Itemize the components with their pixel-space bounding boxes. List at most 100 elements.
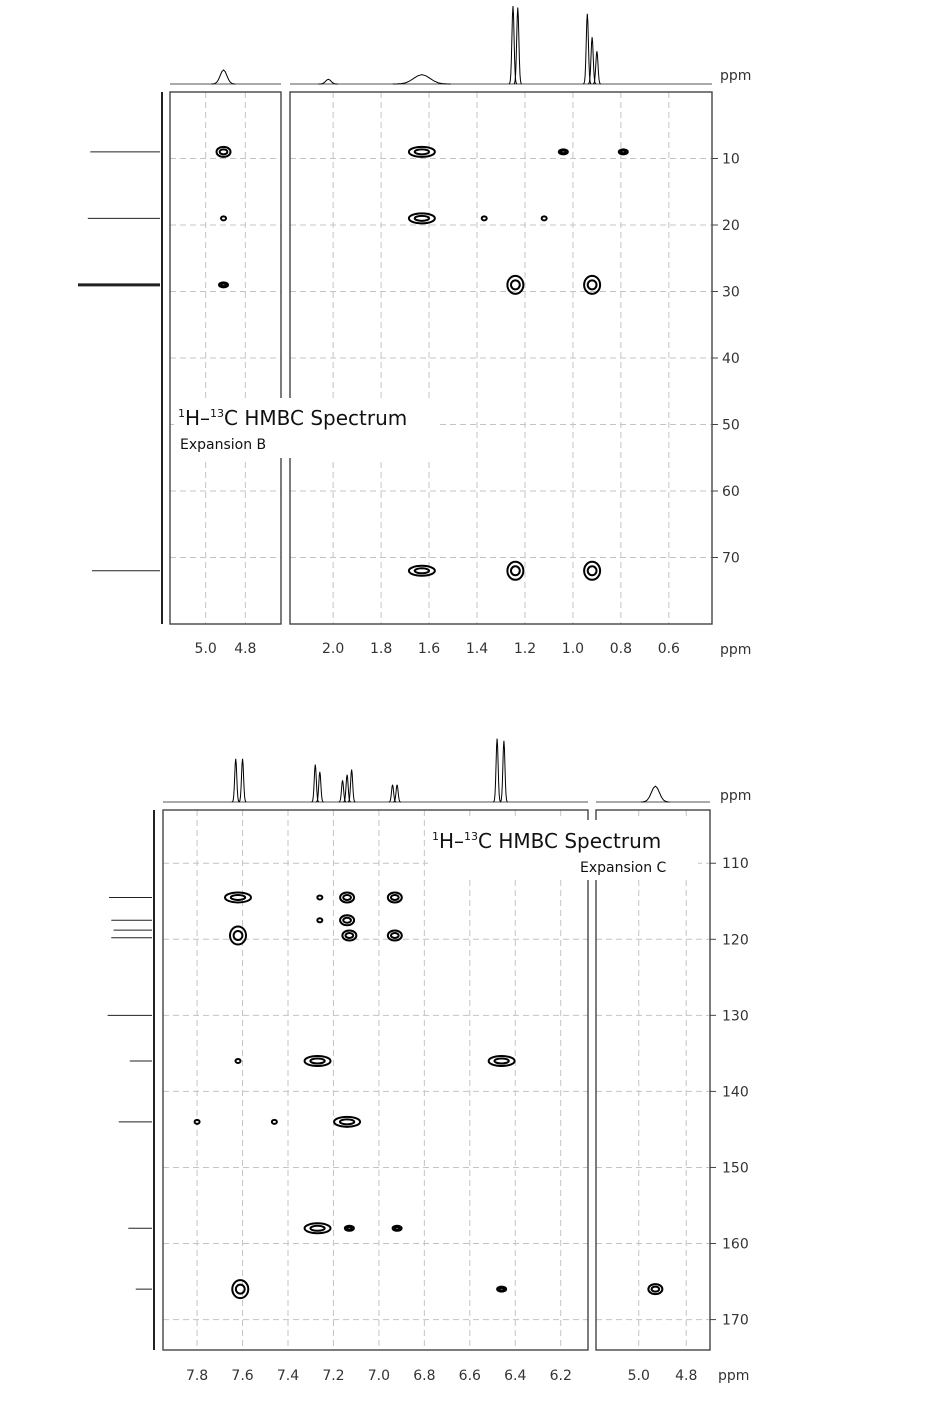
plot-panel-left-b: 5.0 4.8 [169, 91, 282, 657]
y-tick-label: 50 [722, 418, 740, 434]
proton-projection-peak [318, 78, 338, 85]
x-tick-label: 5.0 [628, 1368, 650, 1384]
proton-projection-peak [499, 740, 508, 803]
crosspeak-contour [391, 1224, 403, 1232]
crosspeak-contour [224, 891, 252, 904]
crosspeak-contour-inner [559, 149, 567, 155]
crosspeak-contour [218, 281, 230, 289]
crosspeak-contour-inner [389, 893, 400, 901]
crosspeak-contour [647, 1283, 664, 1296]
y-tick-label: 140 [722, 1084, 749, 1100]
y-tick-label: 120 [722, 932, 749, 948]
crosspeak-contour [487, 1054, 516, 1067]
carbon-projection-b [78, 151, 160, 572]
spectrum-title-c: 1H–13C HMBC Spectrum [432, 829, 661, 853]
title-part-b-c: C HMBC Spectrum [478, 829, 661, 853]
proton-projection-peak [392, 74, 451, 85]
x-tick-label: 2.0 [322, 641, 344, 657]
proton-projection-c [163, 738, 710, 803]
crosspeak-contour-inner [393, 1226, 401, 1231]
crosspeak-contour-inner [342, 893, 352, 901]
crosspeak-contour-inner [220, 282, 227, 288]
crosspeak-contour [583, 560, 602, 581]
y-tick-label: 70 [722, 551, 740, 567]
crosspeak-contour [557, 148, 569, 156]
x-tick-label: 1.8 [370, 641, 392, 657]
hmbc-spectrum-expansion-b: 5.0 4.8 2.0 1.8 1.6 1.4 1.2 1.0 0.8 0.6 10 20 30 40… [78, 5, 751, 658]
proton-projection-peak [392, 784, 401, 803]
x-tick-label: 7.2 [322, 1368, 344, 1384]
crosspeak-contour [270, 1118, 278, 1125]
y-tick-label: 20 [722, 218, 740, 234]
top-unit-label-c: ppm [720, 788, 751, 804]
title-superscript-1-c: 1 [432, 830, 439, 843]
crosspeak-contour-inner [619, 149, 627, 155]
x-tick-label: 7.4 [277, 1368, 299, 1384]
proton-projection-peak [238, 758, 247, 803]
crosspeak-contour [506, 560, 525, 581]
y-tick-label: 130 [722, 1008, 749, 1024]
crosspeak-contour [303, 1222, 332, 1235]
crosspeak-contour-inner [342, 916, 352, 924]
x-tick-label: 0.6 [658, 641, 680, 657]
title-part-b-b: C HMBC Spectrum [224, 406, 407, 430]
title-backdrop-b [174, 398, 440, 458]
crosspeak-contour [343, 1224, 355, 1232]
x-tick-label: 5.0 [195, 641, 217, 657]
crosspeak-contour-inner [345, 1226, 353, 1231]
x-tick-label: 6.8 [413, 1368, 435, 1384]
crosspeak-contour [496, 1285, 508, 1293]
proton-projection-peak [492, 738, 502, 803]
crosspeak-contour-inner [218, 148, 229, 156]
crosspeak-contour [407, 145, 436, 158]
crosspeak-contour-inner [309, 1224, 326, 1232]
crosspeak-contour [220, 215, 228, 222]
crosspeak-contour-inner [413, 214, 431, 222]
proton-projection-peak [347, 769, 356, 803]
x-unit-label-c: ppm [718, 1368, 749, 1384]
crosspeak-contour-inner [234, 1283, 246, 1295]
crosspeak-contour [407, 212, 436, 225]
x-tick-label: 6.2 [550, 1368, 572, 1384]
crosspeak-contour [339, 891, 356, 904]
plot-panel-right-b: 2.0 1.8 1.6 1.4 1.2 1.0 0.8 0.6 [289, 91, 713, 657]
proton-projection-peak [640, 785, 670, 803]
x-tick-label: 7.6 [231, 1368, 253, 1384]
y-tick-label: 110 [722, 856, 749, 872]
spectrum-title-b: 1H–13C HMBC Spectrum [178, 406, 407, 430]
crosspeak-contour [407, 564, 436, 577]
x-tick-label: 1.0 [562, 641, 584, 657]
crosspeak-contour [339, 914, 356, 927]
plot-panel-left-c: 7.8 7.6 7.4 7.2 7.0 6.8 6.6 6.4 6.2 [162, 809, 589, 1384]
plot-frame [595, 809, 711, 1351]
crosspeak-contour [333, 1115, 362, 1128]
plot-frame [162, 809, 589, 1351]
x-tick-label: 4.8 [234, 641, 256, 657]
crosspeak-contour [231, 1279, 250, 1300]
y-tick-label: 170 [722, 1313, 749, 1329]
crosspeak-contour [316, 917, 324, 924]
x-tick-label: 7.8 [186, 1368, 208, 1384]
title-part-a-b: H– [185, 406, 210, 430]
crosspeak-contour-inner [413, 567, 431, 575]
crosspeak-contour [386, 929, 403, 942]
proton-projection-peak [210, 69, 236, 85]
x-tick-label: 1.6 [418, 641, 440, 657]
crosspeak-contour [506, 274, 525, 295]
title-superscript-2-b: 13 [210, 407, 224, 420]
x-tick-label: 4.8 [675, 1368, 697, 1384]
y-axis-b: 10 20 30 40 50 60 70 [712, 152, 740, 567]
crosspeak-contour [215, 145, 232, 158]
plot-panel-right-c: 5.0 4.8 [595, 809, 711, 1384]
crosspeak-contour-inner [650, 1285, 661, 1293]
crosspeak-contour [617, 148, 629, 156]
crosspeak-contour-inner [586, 279, 598, 291]
crosspeak-contour [316, 894, 324, 901]
crosspeak-contour [193, 1118, 201, 1125]
carbon-projection-c [107, 896, 152, 1290]
crosspeak-contour-inner [232, 929, 244, 941]
title-superscript-1-b: 1 [178, 407, 185, 420]
y-tick-label: 160 [722, 1237, 749, 1253]
crosspeak-contour-inner [389, 931, 400, 939]
